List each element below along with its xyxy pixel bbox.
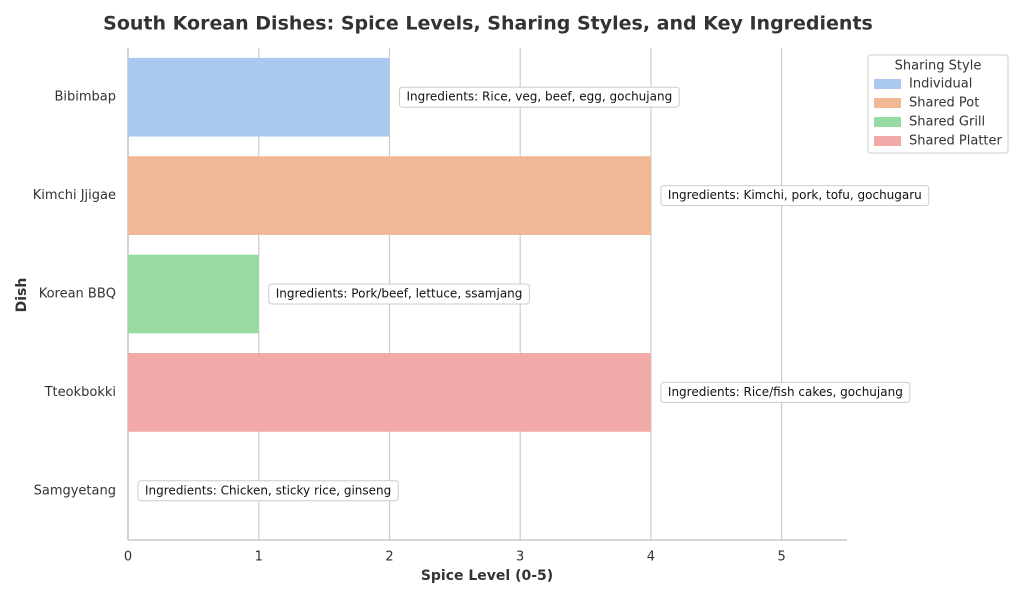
annotation: Ingredients: Kimchi, pork, tofu, gochuga… [668, 188, 922, 202]
annotation: Ingredients: Rice/fish cakes, gochujang [668, 385, 903, 399]
x-tick-label: 5 [777, 550, 785, 565]
annotation-box [398, 86, 680, 108]
y-tick-label: Samgyetang [34, 483, 116, 498]
annotation-box [660, 185, 930, 207]
y-tick-label: Kimchi Jjigae [33, 188, 116, 203]
legend-swatch [874, 136, 901, 146]
legend-title: Sharing Style [895, 59, 982, 74]
bar [128, 254, 259, 334]
x-axis-label: Spice Level (0-5) [421, 568, 553, 584]
y-tick-label: Korean BBQ [39, 287, 116, 302]
legend-swatch [874, 98, 901, 108]
x-tick-label: 1 [255, 550, 263, 565]
annotation: Ingredients: Rice, veg, beef, egg, gochu… [406, 90, 672, 104]
legend-label: Shared Grill [909, 115, 985, 130]
legend-label: Shared Platter [909, 134, 1003, 149]
bar [128, 353, 651, 432]
annotation-box [268, 283, 530, 305]
legend-box [867, 54, 1009, 154]
x-tick-label: 0 [124, 550, 132, 565]
y-tick-label: Tteokbokki [44, 385, 116, 400]
annotation: Ingredients: Pork/beef, lettuce, ssamjan… [276, 287, 523, 301]
legend-label: Individual [909, 77, 972, 92]
x-tick-label: 2 [385, 550, 393, 565]
annotation-box [660, 381, 911, 403]
y-axis-label: Dish [14, 278, 30, 313]
annotation: Ingredients: Chicken, sticky rice, ginse… [145, 483, 391, 497]
y-tick-label: Bibimbap [54, 90, 116, 105]
x-tick-label: 3 [516, 550, 524, 565]
annotation-box [137, 480, 399, 502]
bar [128, 156, 651, 235]
legend-label: Shared Pot [909, 96, 979, 111]
chart-title: South Korean Dishes: Spice Levels, Shari… [103, 13, 873, 35]
legend-swatch [874, 79, 901, 89]
bar [128, 57, 390, 137]
x-tick-label: 4 [647, 550, 655, 565]
legend-swatch [874, 117, 901, 127]
